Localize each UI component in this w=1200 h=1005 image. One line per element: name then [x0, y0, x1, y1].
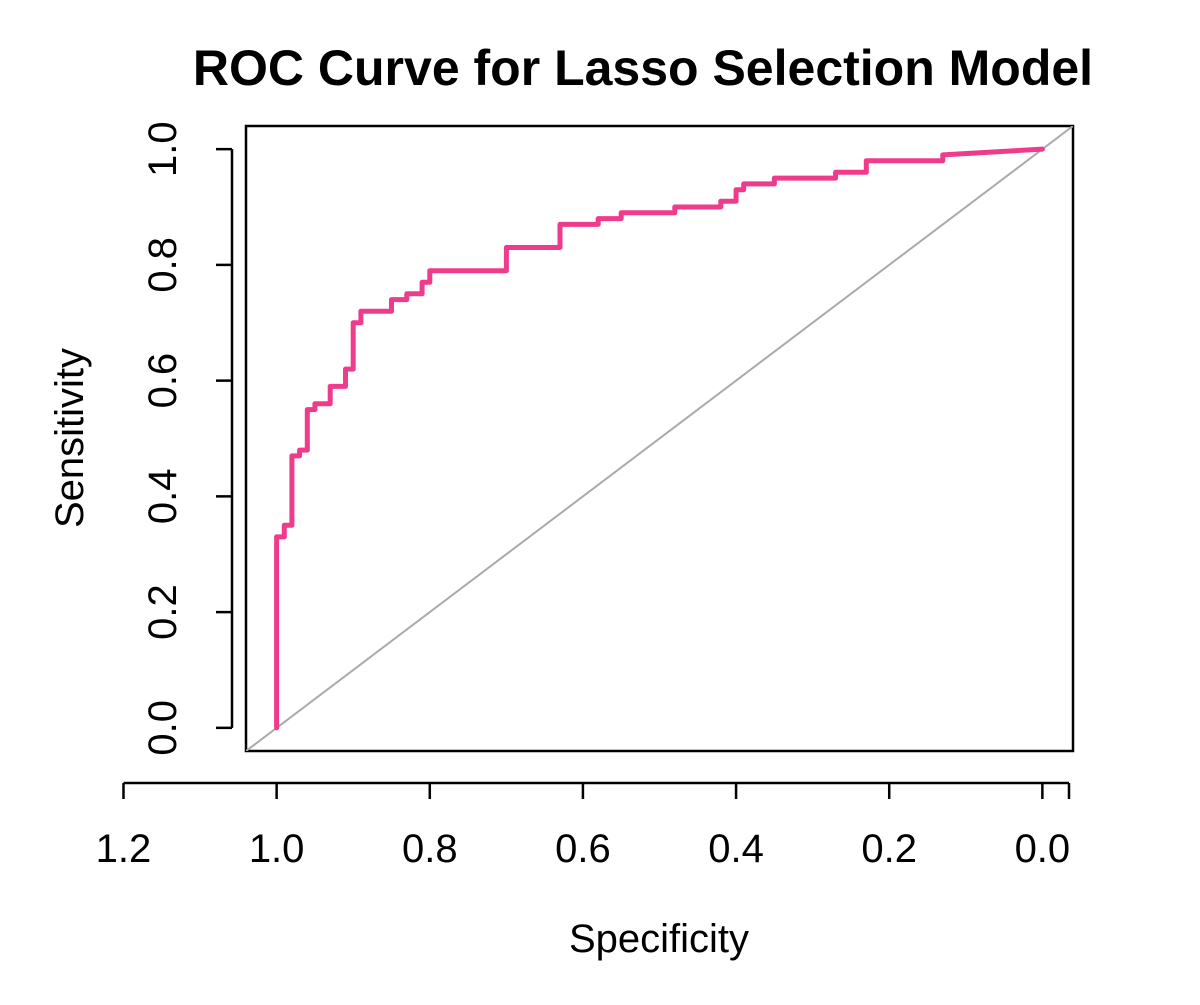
plot-area	[246, 126, 1073, 751]
x-tick-label: 0.4	[708, 827, 764, 871]
y-axis-label: Sensitivity	[48, 348, 92, 528]
plot-frame	[244, 124, 1075, 753]
x-tick-label: 0.6	[555, 827, 611, 871]
x-axis-label: Specificity	[569, 917, 749, 961]
x-tick-label: 0.2	[861, 827, 917, 871]
x-tick-label: 1.0	[249, 827, 305, 871]
plot-clipped-group	[246, 126, 1073, 751]
y-tick-label: 0.4	[141, 469, 185, 525]
chart-title: ROC Curve for Lasso Selection Model	[193, 40, 1093, 96]
y-tick-label: 0.0	[141, 700, 185, 756]
y-tick-label: 1.0	[141, 121, 185, 177]
y-axis: 0.0 0.2 0.4 0.6 0.8 1.0	[141, 121, 234, 756]
y-tick-label: 0.2	[141, 584, 185, 640]
x-axis: 1.2 1.0 0.8 0.6 0.4 0.2 0.0	[96, 781, 1071, 871]
reference-diagonal-line	[246, 126, 1073, 751]
y-tick-label: 0.6	[141, 353, 185, 409]
roc-curve-line	[274, 146, 1045, 731]
x-tick-label: 1.2	[96, 827, 152, 871]
x-tick-label: 0.8	[402, 827, 458, 871]
y-tick-label: 0.8	[141, 237, 185, 293]
x-tick-label: 0.0	[1015, 827, 1071, 871]
